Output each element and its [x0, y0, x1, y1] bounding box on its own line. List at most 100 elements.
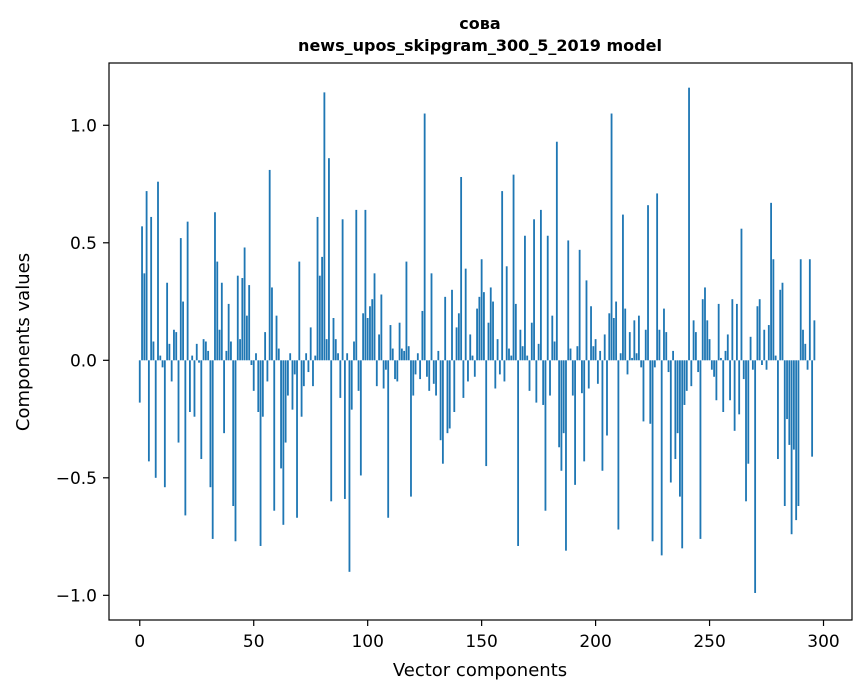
bar-20 [184, 360, 187, 516]
bar-21 [186, 221, 189, 361]
bars-group [138, 87, 816, 593]
bar-169 [524, 235, 526, 361]
bar-164 [512, 174, 515, 361]
bar-34 [216, 261, 219, 361]
bar-216 [631, 357, 633, 361]
bar-86 [334, 339, 337, 361]
bar-123 [419, 360, 422, 380]
x-tick-label: 300 [807, 632, 839, 652]
bar-224 [649, 360, 652, 424]
bar-54 [261, 360, 264, 417]
x-tick-label: 0 [134, 632, 145, 652]
bar-142 [462, 360, 465, 398]
bar-130 [435, 360, 437, 396]
bar-56 [266, 360, 269, 382]
bar-28 [202, 339, 205, 361]
bar-205 [606, 360, 608, 436]
bar-53 [259, 360, 262, 546]
bar-273 [761, 360, 763, 365]
bar-14 [170, 360, 173, 382]
bar-250 [708, 339, 711, 361]
bar-114 [398, 322, 401, 361]
bar-274 [763, 329, 766, 361]
bar-271 [756, 306, 759, 361]
bar-282 [781, 282, 784, 361]
bar-262 [735, 303, 738, 361]
bar-78 [316, 216, 319, 361]
bar-19 [182, 301, 184, 361]
bar-145 [469, 334, 472, 361]
bar-255 [720, 357, 722, 361]
bar-290 [799, 259, 802, 361]
bar-201 [596, 360, 599, 384]
bar-171 [528, 360, 531, 391]
bar-40 [230, 341, 232, 361]
bar-115 [400, 348, 403, 361]
bar-177 [542, 360, 545, 405]
bar-13 [168, 343, 171, 361]
bar-93 [350, 360, 353, 410]
bar-85 [332, 318, 335, 361]
bar-294 [808, 259, 811, 361]
bar-83 [328, 158, 330, 361]
bar-116 [403, 350, 406, 361]
bar-238 [681, 360, 684, 549]
bar-128 [430, 273, 433, 361]
bar-215 [628, 332, 631, 361]
x-axis-label: Vector components [393, 660, 567, 681]
bar-176 [539, 209, 542, 361]
bar-292 [804, 343, 807, 361]
bar-296 [813, 320, 816, 361]
bar-179 [546, 235, 549, 361]
x-tick-label: 150 [465, 632, 497, 652]
bar-191 [574, 360, 576, 485]
bar-48 [248, 285, 251, 361]
bar-25 [195, 343, 198, 361]
bar-166 [517, 360, 520, 546]
bar-59 [273, 360, 276, 511]
bar-118 [407, 346, 410, 361]
bar-226 [653, 360, 656, 368]
bar-257 [724, 350, 727, 361]
bar-98 [362, 313, 365, 361]
bar-193 [578, 249, 581, 361]
bar-263 [738, 360, 741, 415]
bar-189 [569, 348, 572, 361]
bar-202 [599, 350, 602, 361]
bar-58 [271, 287, 273, 361]
bar-181 [551, 315, 554, 361]
bar-184 [558, 360, 561, 448]
bar-63 [282, 360, 285, 525]
bar-168 [521, 346, 524, 361]
bar-228 [658, 329, 661, 361]
plot-area-frame [108, 62, 853, 621]
y-axis: −1.0 −0.5 0.0 0.5 1.0 [56, 116, 109, 606]
bar-151 [483, 292, 485, 361]
bar-107 [382, 360, 385, 389]
bar-267 [747, 360, 750, 464]
bar-2 [143, 273, 146, 361]
bar-217 [633, 320, 636, 361]
bar-159 [501, 191, 504, 361]
bar-192 [576, 346, 579, 361]
bar-106 [380, 294, 383, 361]
bar-51 [255, 353, 257, 361]
x-tick-label: 200 [579, 632, 611, 652]
bar-49 [250, 360, 253, 365]
bar-10 [161, 360, 164, 368]
bar-96 [357, 360, 360, 391]
y-tick-label: 0.5 [70, 234, 97, 254]
bar-197 [587, 360, 590, 389]
chart-title: сова [459, 14, 500, 33]
bar-194 [581, 360, 583, 394]
bar-219 [637, 315, 640, 361]
y-tick-label: 1.0 [70, 116, 97, 136]
bar-265 [742, 360, 745, 380]
bar-180 [549, 360, 551, 396]
bar-236 [676, 360, 679, 434]
bar-39 [227, 303, 230, 361]
bar-77 [314, 355, 317, 361]
bar-81 [323, 92, 326, 361]
bar-246 [699, 360, 702, 539]
bar-132 [439, 360, 442, 441]
